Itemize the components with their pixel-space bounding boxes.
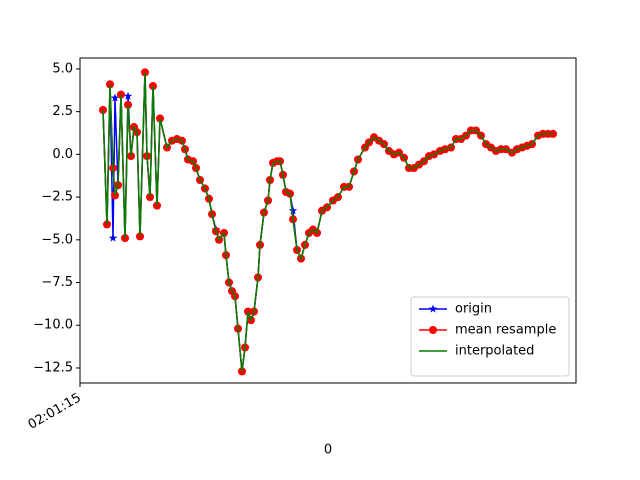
- star-marker: [123, 91, 133, 100]
- y-tick-label: −2.5: [41, 190, 73, 205]
- legend-box: [410, 296, 570, 377]
- legend-marker: [428, 304, 438, 313]
- x-tick-label: 02:01:15: [26, 391, 84, 433]
- y-tick-label: 0.0: [52, 147, 73, 162]
- x-axis-label: 0: [324, 443, 332, 458]
- star-marker: [110, 93, 120, 102]
- series-line: [102, 72, 553, 372]
- y-tick-label: −12.5: [33, 360, 73, 375]
- circle-marker: [103, 220, 111, 229]
- circle-marker: [153, 201, 161, 210]
- legend-label: interpolated: [455, 344, 534, 359]
- circle-marker: [141, 68, 149, 77]
- legend-label: mean resample: [455, 323, 556, 338]
- circle-marker: [117, 90, 125, 99]
- y-tick-label: −5.0: [41, 232, 73, 247]
- y-tick-label: 5.0: [52, 61, 73, 76]
- y-tick-label: −7.5: [41, 275, 73, 290]
- star-marker: [288, 206, 298, 215]
- legend-label: origin: [455, 302, 492, 317]
- y-tick-label: −10.0: [33, 318, 73, 333]
- legend-marker: [429, 326, 437, 334]
- y-tick-label: 2.5: [52, 104, 73, 119]
- star-marker: [108, 233, 118, 242]
- plot-area: [98, 67, 558, 376]
- axes-frame: [79, 57, 577, 384]
- legend: origin mean resample interpolated: [410, 296, 570, 377]
